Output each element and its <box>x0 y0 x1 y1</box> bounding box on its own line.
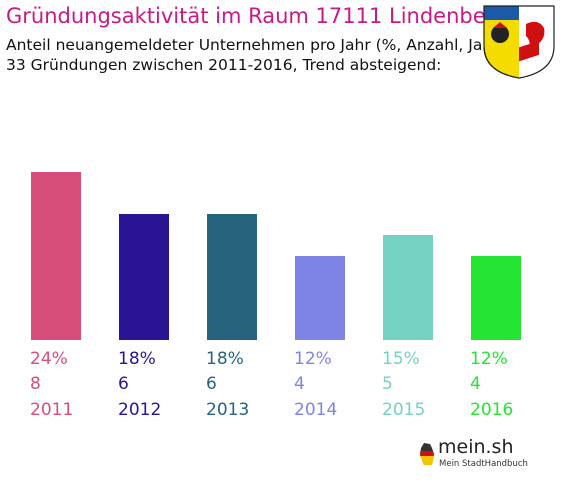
year-label-2012: 2012 <box>118 400 161 420</box>
percent-label-2014: 12% <box>294 349 332 369</box>
bar-2015 <box>383 235 433 340</box>
percent-label-2013: 18% <box>206 349 244 369</box>
year-label-2011: 2011 <box>30 400 73 420</box>
chart-subtitle-line-2: 33 Gründungen zwischen 2011-2016, Trend … <box>6 56 442 74</box>
bar-2011 <box>31 172 81 340</box>
brand-name: mein.sh <box>438 436 514 458</box>
germany-map-icon <box>420 443 434 465</box>
year-label-2013: 2013 <box>206 400 249 420</box>
year-label-2015: 2015 <box>382 400 425 420</box>
coat-of-arms-icon <box>483 5 555 79</box>
year-label-2014: 2014 <box>294 400 337 420</box>
bar-2016 <box>471 256 521 340</box>
count-label-2011: 8 <box>30 374 41 394</box>
chart-title: Gründungsaktivität im Raum 17111 Lindenb… <box>6 4 508 28</box>
bar-2012 <box>119 214 169 340</box>
percent-label-2011: 24% <box>30 349 68 369</box>
year-label-2016: 2016 <box>470 400 513 420</box>
chart-subtitle-line-1: Anteil neuangemeldeter Unternehmen pro J… <box>6 36 505 54</box>
percent-label-2015: 15% <box>382 349 420 369</box>
percent-label-2012: 18% <box>118 349 156 369</box>
count-label-2012: 6 <box>118 374 129 394</box>
count-label-2014: 4 <box>294 374 305 394</box>
count-label-2013: 6 <box>206 374 217 394</box>
percent-label-2016: 12% <box>470 349 508 369</box>
count-label-2015: 5 <box>382 374 393 394</box>
count-label-2016: 4 <box>470 374 481 394</box>
brand-logo[interactable]: mein.sh Mein StadtHandbuch <box>418 436 538 472</box>
bar-2014 <box>295 256 345 340</box>
bar-2013 <box>207 214 257 340</box>
brand-tagline: Mein StadtHandbuch <box>439 459 528 469</box>
